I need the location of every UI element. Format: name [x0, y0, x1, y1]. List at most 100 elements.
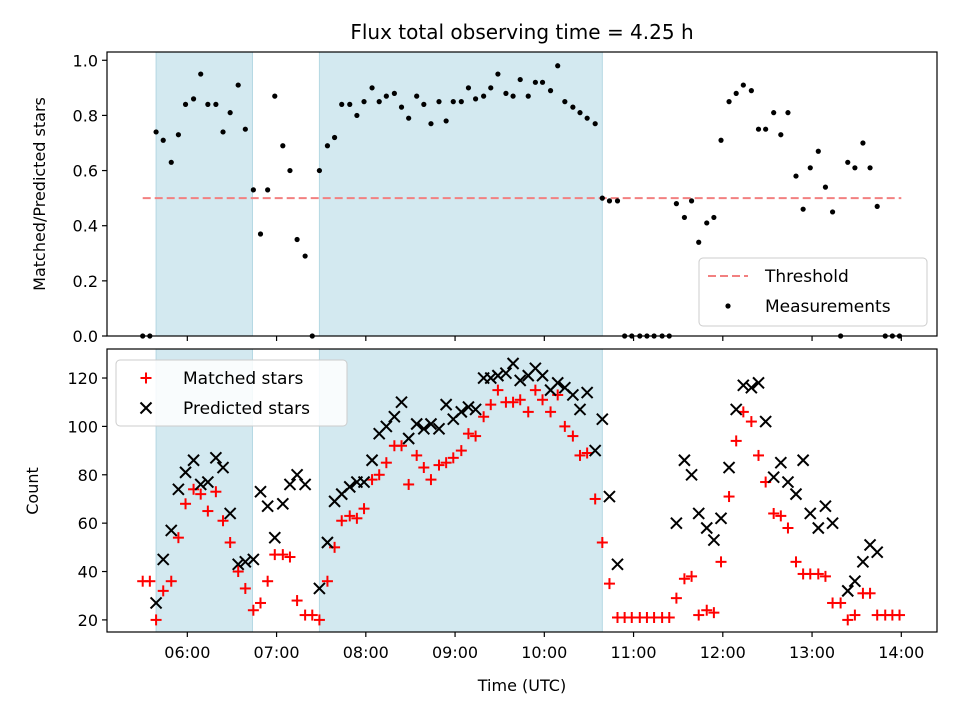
bottom-y-tick-label: 40 — [78, 563, 98, 582]
measurement-point — [763, 126, 769, 132]
measurement-point — [153, 129, 159, 135]
predicted-star-point — [165, 524, 178, 537]
top-y-tick-label: 0.6 — [73, 162, 98, 181]
predicted-star-point — [729, 403, 743, 416]
predicted-star-point — [685, 468, 698, 481]
legend-matched-marker — [140, 372, 152, 384]
matched-star-point — [239, 582, 251, 594]
measurement-point — [510, 93, 516, 99]
matched-star-point — [701, 604, 713, 616]
x-tick-label: 10:00 — [521, 643, 567, 662]
top-y-axis-label: Matched/Predicted stars — [30, 97, 49, 291]
measurement-point — [570, 104, 576, 110]
predicted-star-point — [714, 512, 728, 525]
measurement-point — [436, 99, 442, 105]
predicted-star-point — [870, 545, 884, 559]
measurement-point — [532, 79, 538, 85]
matched-star-point — [492, 384, 504, 396]
predicted-star-point — [700, 521, 713, 535]
bottom-y-tick-label: 120 — [67, 369, 98, 388]
predicted-star-point — [179, 466, 192, 479]
measurement-point — [265, 187, 271, 193]
matched-star-point — [217, 515, 229, 527]
matched-star-point — [157, 585, 169, 597]
matched-star-point — [730, 435, 742, 447]
measurement-point — [406, 115, 412, 121]
measurement-point — [242, 126, 248, 132]
matched-star-point — [351, 512, 363, 524]
predicted-star-point — [774, 456, 788, 469]
predicted-star-point — [201, 475, 215, 489]
bottom-observing-window-1 — [318, 348, 603, 633]
matched-star-point — [172, 532, 184, 544]
predicted-star-point — [611, 558, 624, 571]
measurement-point — [845, 159, 851, 165]
measurement-point — [688, 198, 695, 204]
predicted-star-point — [187, 454, 200, 467]
measurement-point — [614, 198, 621, 204]
legend-predicted-marker — [139, 401, 153, 415]
matched-star-point — [567, 430, 579, 442]
predicted-star-point — [424, 417, 438, 431]
matched-star-point — [255, 597, 267, 609]
matched-star-point — [277, 549, 289, 561]
matched-star-point — [589, 493, 601, 505]
measurement-point — [740, 82, 746, 88]
predicted-star-point — [149, 596, 163, 610]
predicted-star-point — [767, 470, 780, 484]
measurement-point — [726, 99, 732, 105]
matched-star-point — [849, 609, 861, 621]
top-y-ticks: 0.0 0.2 0.4 0.6 0.8 1.0 — [73, 51, 107, 346]
predicted-star-point — [596, 412, 609, 426]
x-tick-label: 14:00 — [878, 643, 924, 662]
measurement-point — [316, 167, 323, 174]
measurement-point — [807, 165, 813, 171]
predicted-star-point — [410, 417, 423, 431]
matched-star-point — [462, 428, 474, 440]
top-observing-windows — [155, 51, 603, 337]
bottom-panel: 20 40 60 80 100 120 06:00 07:00 08:00 09:00 10:00… — [23, 348, 938, 695]
matched-star-point — [336, 515, 348, 527]
measurement-point — [421, 101, 427, 107]
predicted-star-point — [395, 396, 408, 409]
matched-star-point — [812, 568, 824, 580]
predicted-star-point — [670, 516, 683, 530]
predicted-star-point — [707, 533, 721, 547]
top-legend-box — [698, 257, 928, 327]
measurement-point — [383, 93, 389, 99]
predicted-star-point — [722, 461, 736, 474]
measurement-point — [391, 90, 397, 96]
predicted-star-point — [848, 574, 862, 588]
predicted-star-point — [216, 461, 230, 474]
matched-star-point — [440, 457, 452, 469]
matched-star-point — [782, 522, 794, 534]
predicted-star-point — [789, 487, 803, 501]
top-y-tick-label: 0.4 — [73, 217, 98, 236]
measurement-point — [733, 90, 739, 96]
predicted-star-point — [254, 485, 267, 498]
predicted-star-point — [491, 369, 505, 382]
measurement-point — [800, 206, 806, 212]
top-observing-window-1 — [318, 51, 603, 337]
matched-star-point — [425, 474, 437, 486]
bottom-y-tick-label: 100 — [67, 417, 98, 436]
matched-star-point — [529, 384, 541, 396]
matched-star-point — [366, 474, 378, 486]
matched-star-point — [596, 537, 608, 549]
bottom-x-ticks: 06:00 07:00 08:00 09:00 10:00 11:00 12:00 13:00… — [164, 632, 924, 662]
measurement-point — [822, 184, 829, 190]
bottom-y-tick-label: 60 — [78, 514, 98, 533]
measurement-point — [465, 85, 472, 91]
measurement-point — [443, 118, 449, 124]
matched-star-point — [373, 469, 385, 481]
predicted-star-point — [247, 553, 260, 566]
matched-star-point — [150, 614, 162, 626]
measurement-point — [495, 71, 501, 77]
legend-predicted-label: Predicted stars — [183, 399, 310, 419]
top-axes-frame — [106, 51, 938, 337]
legend-matched-label: Matched stars — [183, 369, 303, 389]
measurement-point — [577, 110, 583, 116]
measurement-point — [852, 165, 858, 171]
matched-star-point — [144, 575, 156, 587]
x-tick-label: 07:00 — [254, 643, 300, 662]
